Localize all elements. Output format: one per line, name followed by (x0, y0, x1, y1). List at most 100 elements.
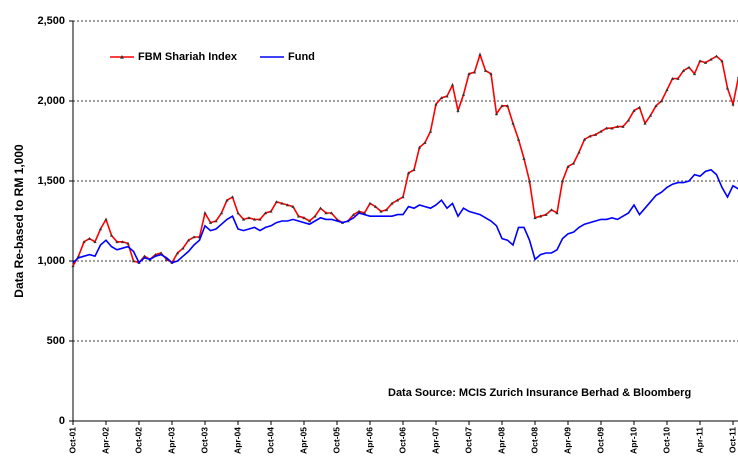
series-marker (577, 150, 581, 154)
series-marker (720, 59, 724, 63)
series-marker (582, 137, 587, 141)
x-tick-label: Oct-11 (727, 427, 737, 453)
series-marker (615, 125, 620, 128)
series-marker (478, 53, 482, 56)
series-marker (676, 77, 680, 80)
series-marker (714, 54, 719, 58)
series-marker (527, 179, 532, 183)
series-marker (274, 200, 279, 204)
y-tick-label: 1,000 (37, 255, 65, 267)
series-marker (483, 69, 488, 72)
series-marker (439, 96, 444, 100)
series-marker (313, 214, 317, 218)
series-marker (109, 233, 114, 237)
series-marker (533, 216, 537, 220)
series-marker (599, 129, 603, 133)
series-marker (692, 72, 697, 76)
series-marker (390, 201, 394, 205)
series-marker (566, 165, 570, 168)
series-marker (489, 72, 493, 76)
series-marker (302, 216, 306, 220)
x-tick-label: Apr-08 (496, 427, 506, 454)
series-marker (175, 251, 180, 255)
series-marker (131, 259, 136, 263)
x-tick-label: Apr-06 (364, 427, 374, 454)
series-marker (637, 105, 642, 109)
series-marker (709, 57, 713, 61)
series-marker (236, 211, 240, 215)
series-marker (698, 59, 702, 63)
series-marker (731, 102, 735, 106)
series-marker (329, 211, 334, 215)
x-tick-label: Oct-06 (397, 427, 407, 454)
series-marker (544, 213, 548, 216)
series-marker (643, 121, 647, 125)
legend-label: FBM Shariah Index (138, 51, 238, 63)
series-marker (665, 88, 669, 92)
x-tick-label: Apr-10 (628, 427, 638, 454)
series-marker (324, 211, 328, 215)
series-marker (252, 217, 257, 221)
series-marker (500, 104, 504, 108)
series-marker (269, 209, 273, 213)
series-marker (203, 211, 207, 215)
series-marker (241, 217, 246, 221)
y-tick-label: 500 (47, 335, 65, 347)
annotation: Data Source: MCIS Zurich Insurance Berha… (388, 387, 691, 399)
series-marker (412, 168, 416, 172)
series-marker (104, 217, 108, 221)
series-marker (445, 94, 449, 98)
series-marker (423, 141, 427, 144)
series-marker (417, 145, 422, 149)
series-marker (604, 126, 609, 130)
series-marker (208, 221, 213, 224)
series-marker (98, 227, 103, 231)
y-tick-label: 1,500 (37, 175, 65, 187)
x-tick-label: Apr-11 (694, 427, 704, 454)
series-marker (560, 179, 565, 183)
x-tick-label: Apr-02 (100, 427, 110, 454)
x-tick-label: Oct-08 (529, 427, 539, 454)
series-marker (670, 77, 675, 80)
series-marker (401, 195, 405, 199)
x-tick-label: Oct-05 (331, 427, 341, 454)
series-marker (428, 129, 433, 133)
series-marker (247, 216, 251, 220)
series-line (72, 168, 738, 264)
x-tick-label: Oct-07 (463, 427, 473, 454)
x-tick-label: Oct-09 (595, 427, 605, 454)
series-marker (626, 118, 631, 122)
series-marker (120, 240, 125, 244)
series-marker (571, 161, 576, 165)
series-marker (181, 246, 185, 250)
series-marker (687, 65, 691, 69)
series-marker (291, 205, 295, 208)
x-tick-label: Oct-10 (661, 427, 671, 454)
series-marker (511, 121, 515, 125)
legend-label: Fund (288, 51, 315, 63)
series-marker (593, 133, 598, 136)
series-marker (379, 209, 383, 213)
series-marker (538, 214, 543, 218)
series-marker (225, 198, 229, 202)
series-marker (318, 206, 323, 210)
series-line (72, 52, 738, 267)
series-marker (406, 171, 411, 175)
series-marker (505, 104, 510, 108)
series-marker (494, 112, 499, 116)
series-marker (285, 203, 290, 207)
series-marker (434, 102, 438, 106)
series-marker (192, 235, 196, 239)
series-marker (467, 72, 471, 76)
series-marker (395, 198, 400, 202)
series-marker (456, 109, 460, 112)
series-marker (230, 195, 235, 199)
series-marker (263, 211, 268, 215)
series-marker (549, 208, 554, 212)
series-marker (126, 241, 130, 245)
series-marker (703, 61, 708, 64)
series-marker (214, 219, 218, 223)
series-marker (307, 219, 312, 223)
x-tick-label: Apr-09 (562, 427, 572, 454)
